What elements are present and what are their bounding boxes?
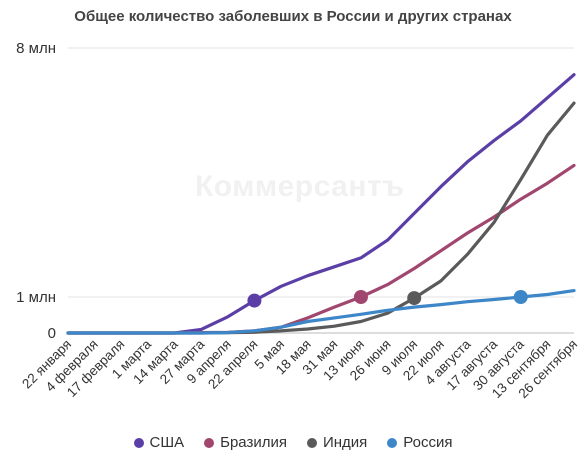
watermark: Коммерсантъ	[195, 170, 405, 203]
series-lines	[66, 73, 576, 335]
legend-label: Россия	[403, 434, 453, 451]
legend-item: Россия	[387, 434, 453, 451]
legend-item: Индия	[306, 434, 368, 451]
series-line	[66, 163, 576, 335]
series-marker	[247, 293, 262, 308]
y-axis-ticks: 0 1 млн 8 млн	[16, 40, 56, 342]
chart-title: Общее количество заболевших в России и д…	[74, 8, 512, 25]
legend-label: Индия	[322, 434, 368, 451]
series-marker	[407, 291, 422, 306]
series-marker	[513, 290, 528, 304]
series-line	[66, 289, 576, 335]
legend: США Бразилия Индия Россия	[0, 434, 586, 451]
grid-lines	[68, 47, 574, 334]
legend-label: Бразилия	[220, 434, 287, 451]
legend-item: Бразилия	[204, 434, 287, 451]
y-tick-label: 0	[48, 325, 56, 342]
legend-swatch	[387, 437, 398, 448]
legend-label: США	[149, 434, 185, 451]
legend-swatch	[133, 437, 144, 448]
legend-item: США	[133, 434, 185, 451]
legend-swatch	[306, 437, 317, 448]
y-tick-label: 1 млн	[16, 289, 56, 306]
legend-swatch	[204, 437, 215, 448]
series-marker	[353, 290, 368, 304]
y-tick-label: 8 млн	[16, 40, 56, 57]
series-line	[66, 73, 576, 335]
series-markers	[247, 290, 528, 308]
